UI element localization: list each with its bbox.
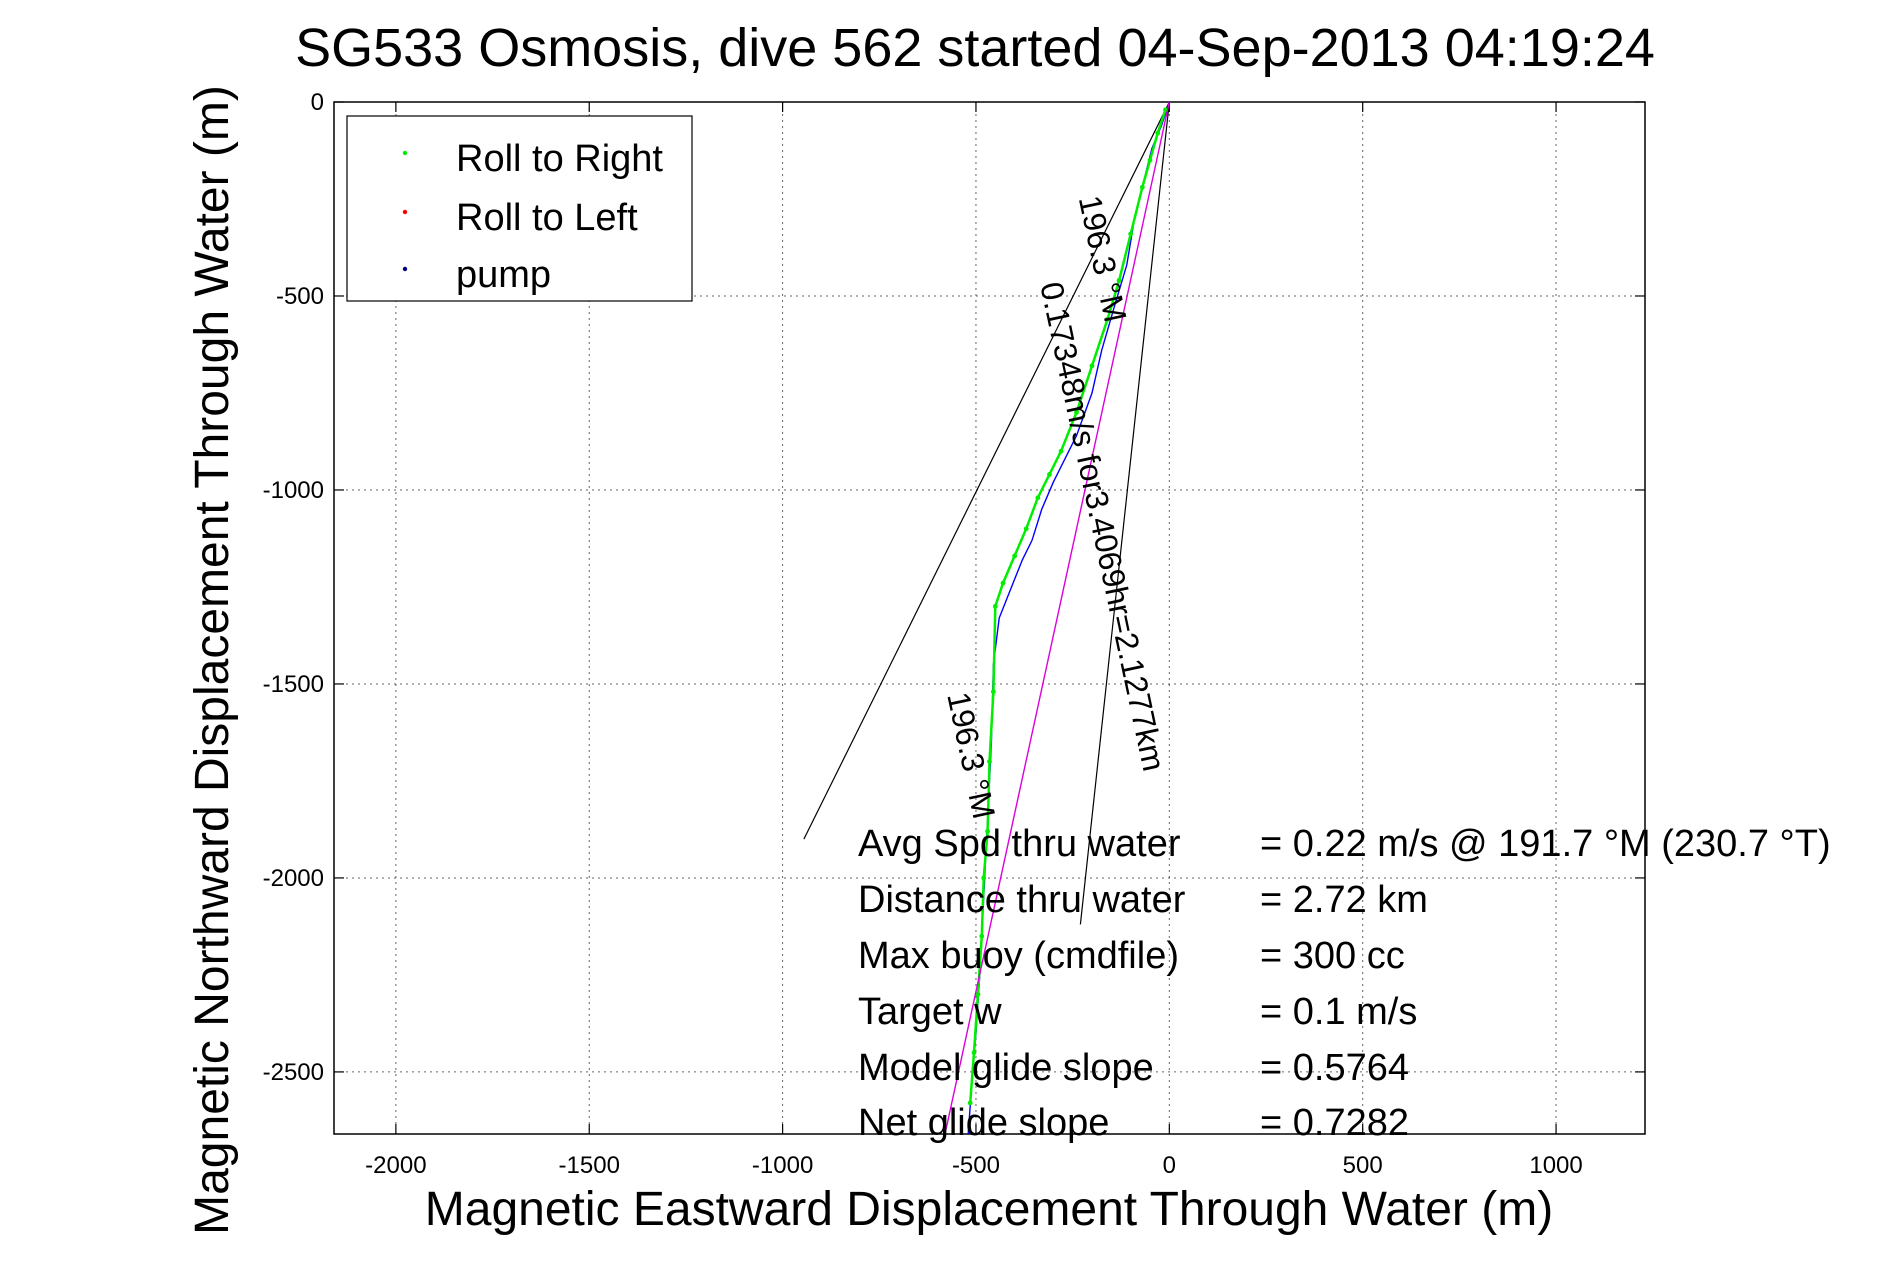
y-tick-label: -1500: [263, 671, 324, 698]
legend-marker-roll-left: [402, 209, 408, 215]
stat-label-model-glide: Model glide slope: [858, 1047, 1154, 1089]
y-tick-label: -1000: [263, 477, 324, 504]
x-tick-label: -1500: [559, 1152, 620, 1179]
legend-marker-pump: [402, 266, 408, 272]
x-tick-label: 0: [1163, 1152, 1176, 1179]
stat-value-net-glide: = 0.7282: [1260, 1102, 1409, 1144]
grid: [334, 101, 1645, 1134]
y-ticks: 0 -500 -1000 -1500 -2000 -2500: [263, 89, 1645, 1086]
y-axis-label: Magnetic Northward Displacement Through …: [186, 85, 239, 1235]
legend-marker-roll-right: [402, 150, 408, 156]
bearing-line: [1079, 101, 1170, 925]
stat-value-avg-speed: = 0.22 m/s @ 191.7 °M (230.7 °T): [1260, 823, 1831, 865]
bearing-line: [803, 101, 1170, 840]
data-point: [1047, 472, 1052, 477]
data-point: [987, 759, 992, 764]
chart-title: SG533 Osmosis, dive 562 started 04-Sep-2…: [295, 18, 1655, 78]
data-point: [981, 875, 987, 881]
stat-label-distance: Distance thru water: [858, 879, 1186, 921]
x-tick-label: -500: [952, 1152, 1000, 1179]
stat-value-model-glide: = 0.5764: [1260, 1047, 1409, 1089]
x-tick-label: 500: [1343, 1152, 1383, 1179]
x-axis-label: Magnetic Eastward Displacement Through W…: [425, 1183, 1553, 1236]
data-point: [990, 689, 996, 695]
stat-label-avg-speed: Avg Spd thru water: [858, 823, 1181, 865]
data-point: [1000, 580, 1006, 586]
data-point: [1012, 553, 1018, 559]
data-point: [985, 828, 990, 834]
annotation-text: 0.17348m/s for3.4069hr=2.1277km: [1033, 279, 1172, 775]
legend-label-pump: pump: [456, 254, 551, 296]
series-line: [944, 101, 1170, 1135]
x-tick-label: -1000: [752, 1152, 813, 1179]
y-tick-label: -2500: [263, 1059, 324, 1086]
data-point: [992, 603, 998, 609]
stat-label-target-w: Target w: [858, 991, 1002, 1033]
x-tick-label: 1000: [1529, 1152, 1582, 1179]
stats-block: Avg Spd thru water = 0.22 m/s @ 191.7 °M…: [858, 823, 1831, 1144]
data-point: [1155, 130, 1161, 136]
x-ticks: -2000 -1500 -1000 -500 0 500 1000: [365, 102, 1583, 1179]
data-point: [1128, 231, 1134, 237]
data-point: [1105, 316, 1110, 322]
data-point: [971, 1050, 977, 1055]
y-tick-label: 0: [311, 89, 324, 116]
series: [944, 101, 1170, 1135]
stat-value-max-buoy: = 300 cc: [1260, 935, 1405, 977]
data-point: [1147, 157, 1153, 163]
data-point: [1139, 184, 1145, 190]
data-point: [967, 1100, 973, 1106]
data-point: [1116, 278, 1122, 283]
legend: Roll to Right Roll to Left pump: [346, 115, 693, 302]
data-point: [975, 991, 981, 997]
stat-value-distance: = 2.72 km: [1260, 879, 1428, 921]
data-point: [1074, 409, 1079, 415]
data-point: [979, 933, 985, 939]
series-line: [968, 109, 1167, 1104]
y-tick-label: -500: [276, 283, 324, 310]
data-point: [1023, 526, 1029, 532]
stat-value-target-w: = 0.1 m/s: [1260, 991, 1417, 1033]
data-point: [1089, 363, 1095, 369]
x-tick-label: -2000: [365, 1152, 426, 1179]
y-tick-label: -2000: [263, 865, 324, 892]
data-point: [1058, 448, 1064, 454]
data-point: [1035, 495, 1041, 501]
bearing-lines: [803, 101, 1170, 925]
legend-label-roll-left: Roll to Left: [456, 197, 638, 239]
stat-label-net-glide: Net glide slope: [858, 1102, 1109, 1144]
stat-label-max-buoy: Max buoy (cmdfile): [858, 935, 1179, 977]
legend-label-roll-right: Roll to Right: [456, 138, 663, 180]
